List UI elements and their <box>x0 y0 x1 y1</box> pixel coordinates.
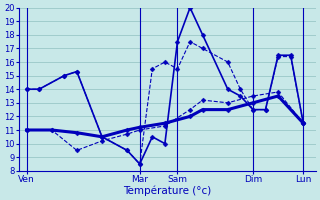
X-axis label: Température (°c): Température (°c) <box>123 185 212 196</box>
